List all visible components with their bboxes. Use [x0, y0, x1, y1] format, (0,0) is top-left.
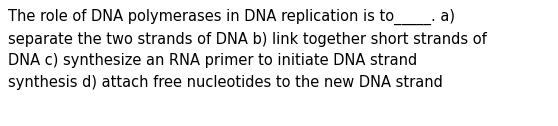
Text: The role of DNA polymerases in DNA replication is to_____. a)
separate the two s: The role of DNA polymerases in DNA repli…: [8, 9, 487, 90]
